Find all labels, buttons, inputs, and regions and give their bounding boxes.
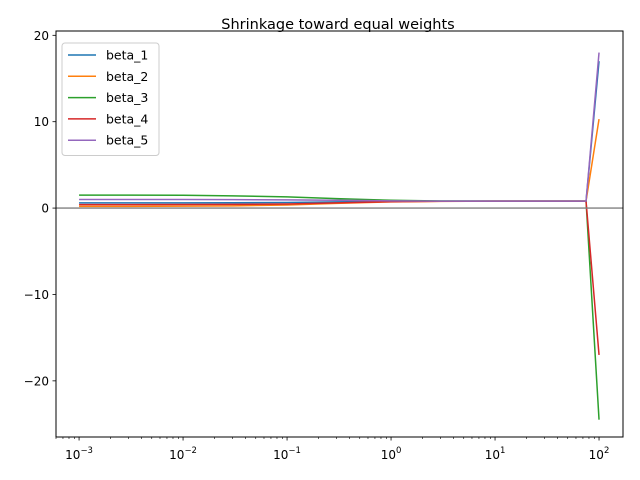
x-tick-label: 101 [485,446,506,462]
axes-frame [55,30,624,438]
legend-label-beta_4: beta_4 [106,111,148,126]
x-tick-label: 10−2 [169,446,197,462]
series-line-beta_3 [79,194,600,420]
plot-lines [79,52,600,420]
y-tick-label: −10 [24,288,49,302]
legend-label-beta_2: beta_2 [106,69,148,84]
y-tick-label: 0 [41,202,49,216]
y-tick-label: 10 [34,115,49,129]
series-line-beta_5 [79,52,600,202]
legend-label-beta_1: beta_1 [106,48,148,63]
legend-label-beta_3: beta_3 [106,90,148,105]
x-tick-label: 10−1 [273,446,301,462]
series-line-beta_4 [79,200,600,356]
y-axis: 20 10 0 −10 −20 [24,29,56,388]
y-tick-label: 20 [34,29,49,43]
legend-box [61,42,160,156]
legend-label-beta_5: beta_5 [106,133,148,148]
chart-title: Shrinkage toward equal weights [221,17,454,33]
x-tick-label: 102 [589,446,610,462]
x-tick-label: 100 [381,446,402,462]
y-tick-label: −20 [24,374,49,388]
x-tick-label: 10−3 [65,446,93,462]
x-axis: 10−3 10−2 10−1 100 101 102 [55,437,610,462]
legend: beta_1 beta_2 beta_3 beta_4 beta_5 [61,42,160,156]
